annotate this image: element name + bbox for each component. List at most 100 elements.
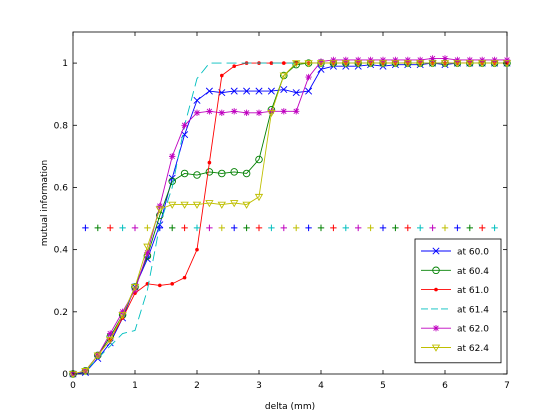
x-tick-label: 1 (132, 381, 138, 391)
reference-marker (441, 224, 449, 232)
data-point (416, 60, 425, 68)
data-point (280, 108, 287, 115)
data-point (81, 368, 90, 376)
reference-marker (305, 224, 312, 232)
data-point (93, 352, 102, 360)
data-point (168, 177, 176, 185)
reference-marker (218, 224, 225, 232)
data-point (230, 87, 238, 95)
data-point (304, 60, 313, 68)
legend-entry-0: at 60.0 (421, 247, 489, 258)
reference-marker (94, 224, 101, 232)
data-point (465, 60, 474, 68)
data-point (330, 56, 337, 64)
legend-label: at 61.0 (457, 286, 489, 296)
legend-label: at 62.0 (457, 325, 489, 335)
legend-label: at 60.0 (457, 248, 489, 258)
reference-marker (491, 224, 498, 232)
data-point (305, 87, 313, 95)
reference-marker (107, 224, 114, 232)
data-point (282, 61, 286, 65)
reference-marker (293, 224, 300, 232)
series-line-3 (72, 62, 507, 375)
reference-marker (268, 224, 275, 232)
data-point (181, 122, 188, 129)
data-point (255, 109, 263, 117)
data-point (180, 169, 189, 178)
data-point (255, 155, 263, 164)
data-point (255, 87, 263, 95)
x-tick-label: 5 (380, 381, 386, 391)
x-tick-label: 6 (442, 381, 448, 391)
data-point (367, 56, 374, 64)
data-point (107, 330, 114, 337)
reference-marker (404, 224, 411, 232)
x-tick-label: 7 (504, 381, 510, 391)
data-point (156, 202, 163, 210)
reference-marker (479, 224, 486, 232)
data-point (292, 60, 301, 68)
data-point (232, 64, 236, 68)
data-point (354, 60, 363, 68)
data-point (220, 73, 224, 78)
y-tick-label: 1 (62, 59, 68, 69)
reference-marker (392, 224, 399, 232)
data-point (170, 282, 174, 286)
reference-marker (193, 224, 201, 232)
data-point (441, 55, 449, 62)
data-point (267, 109, 276, 118)
data-point (293, 108, 300, 115)
data-point (342, 56, 349, 64)
reference-marker (429, 224, 436, 232)
legend-marker (431, 344, 441, 352)
data-point (305, 73, 312, 81)
legend-entry-2: at 61.0 (421, 286, 489, 296)
reference-marker (231, 224, 238, 232)
data-point (169, 153, 176, 160)
y-tick-label: 0.8 (54, 121, 69, 131)
data-point (180, 201, 189, 209)
data-point (118, 312, 127, 320)
series-5 (68, 60, 512, 379)
data-point (491, 56, 498, 64)
data-point (453, 60, 462, 68)
data-point (205, 87, 213, 95)
data-point (218, 109, 225, 117)
reference-marker (466, 224, 473, 232)
data-point (155, 206, 164, 214)
data-point (317, 65, 325, 73)
reference-marker (367, 224, 374, 232)
data-point (268, 108, 275, 115)
data-point (193, 109, 201, 117)
legend-marker (432, 325, 440, 332)
data-point (158, 283, 162, 288)
reference-marker (131, 224, 139, 232)
data-point (254, 193, 264, 202)
legend-entry-3: at 61.4 (421, 305, 489, 315)
data-point (378, 60, 388, 68)
data-point (106, 336, 115, 345)
data-point (341, 60, 350, 68)
reference-marker (317, 224, 325, 232)
data-point (218, 169, 226, 178)
data-point (205, 200, 214, 208)
data-point (193, 96, 201, 104)
legend-label: at 62.4 (457, 344, 489, 354)
x-tick-label: 4 (318, 381, 324, 391)
data-point (417, 56, 424, 64)
legend-entry-5: at 62.4 (421, 344, 489, 354)
series-3 (72, 62, 507, 375)
data-point (243, 109, 250, 117)
reference-marker (82, 224, 89, 232)
data-point (205, 168, 214, 176)
data-point (231, 108, 238, 115)
reference-marker (243, 224, 250, 232)
x-tick-label: 2 (194, 381, 200, 391)
legend-label: at 61.4 (457, 305, 489, 315)
data-point (269, 61, 274, 65)
legend-entry-1: at 60.4 (421, 266, 489, 277)
legend-marker (434, 287, 438, 292)
legend-label: at 60.4 (457, 267, 489, 277)
legend-entry-4: at 62.0 (421, 325, 489, 335)
